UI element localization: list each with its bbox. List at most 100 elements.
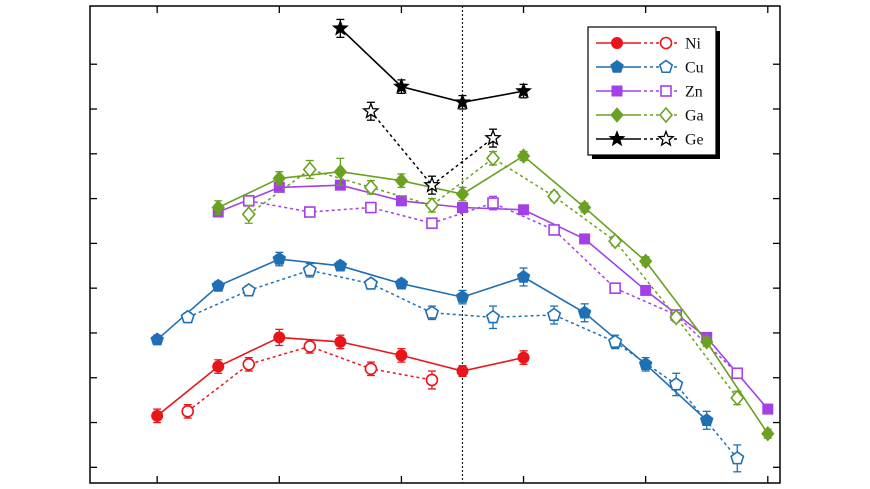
legend-ge-open-marker (657, 129, 675, 147)
series-zn-open-point-2 (365, 201, 377, 214)
legend-item-cu: Cu (596, 60, 704, 77)
series-cu-open-point-3 (363, 276, 379, 290)
series-cu-solid-point-1 (211, 278, 225, 292)
legend-ge-solid-marker (608, 130, 626, 147)
series-ga-open-point-5 (547, 188, 562, 205)
series-ga-open-point-1 (302, 161, 317, 178)
series-zn-open-point-5 (548, 224, 560, 236)
legend-cu-open-marker (658, 59, 674, 74)
series-ni-solid-point-5 (456, 365, 469, 378)
series-ga-solid-point-3 (394, 172, 409, 189)
legend-zn-open-marker (660, 85, 672, 97)
legend-ge-label: Ge (685, 132, 704, 149)
plot-frame (89, 5, 781, 484)
series-ni-open-point-3 (364, 362, 378, 376)
series-cu-open-point-8 (669, 376, 684, 391)
legend-ga-open-marker (658, 106, 674, 124)
series-ga-open-point-3 (424, 197, 440, 214)
legend-item-zn: Zn (596, 84, 703, 101)
legend-ni-solid-marker (611, 37, 623, 49)
series-ga-open-point-0 (241, 206, 256, 223)
series-ni-open-point-1 (242, 358, 256, 371)
legend-item-ni: Ni (596, 36, 702, 53)
series-zn-open-point-1 (304, 206, 316, 218)
series-zn-solid-line (217, 184, 769, 410)
series-ge-solid-point-1 (392, 77, 410, 94)
series-cu-solid-point-8 (638, 357, 653, 371)
series-ge-solid-point-2 (454, 93, 471, 110)
series-ga-solid-point-8 (700, 334, 714, 350)
series-cu-solid-point-4 (394, 276, 409, 290)
series-ni-solid-point-6 (517, 351, 530, 364)
series-cu-solid-point-7 (577, 305, 592, 319)
series-ge-solid-line (339, 27, 524, 104)
legend-cu-solid-marker (610, 59, 624, 73)
legend: Ni Cu Zn Ga Ge (587, 26, 720, 159)
series-zn-solid-point-3 (395, 195, 407, 207)
series-ni-solid-point-4 (395, 349, 408, 362)
legend-ni-open-marker (659, 36, 673, 50)
series-cu-solid-point-0 (150, 332, 164, 346)
series-cu-open-point-7 (608, 334, 623, 348)
series-ni-open-point-0 (181, 405, 194, 418)
legend-ga-label: Ga (685, 108, 704, 125)
series-cu-open-point-1 (241, 282, 256, 297)
series-ni-open-point-4 (425, 373, 439, 387)
series-cu-open-point-6 (546, 307, 562, 322)
series-ga-open-point-6 (608, 232, 623, 250)
series-cu-solid-point-9 (699, 413, 714, 427)
series-zn-dashed-line (248, 200, 738, 374)
series-cu-solid-point-6 (516, 269, 531, 283)
series-cu-open-point-9 (730, 450, 745, 465)
series-cu-open-point-0 (180, 309, 195, 324)
series-ga-open-point-7 (669, 309, 684, 326)
series-zn-solid-point-5 (518, 204, 530, 216)
legend-ni-label: Ni (685, 36, 702, 53)
series-cu-solid-line (156, 258, 708, 421)
series-ga-dashed-line (248, 157, 738, 399)
series-ga-solid-point-5 (516, 148, 531, 164)
series-zn (212, 179, 774, 415)
legend-ga-solid-marker (610, 107, 624, 123)
series-cu-solid-point-5 (455, 290, 470, 303)
legend-item-ga: Ga (596, 106, 704, 125)
series-zn-open-point-0 (242, 195, 255, 207)
series-ga-solid-point-4 (455, 186, 470, 202)
series-ga-solid-point-6 (577, 199, 592, 216)
series-ni-open-point-2 (303, 340, 317, 353)
series-zn-solid-point-7 (640, 284, 652, 296)
series-cu-open-point-4 (424, 305, 440, 319)
series-zn-open-point-8 (731, 367, 744, 380)
series-ni-solid-point-1 (212, 360, 225, 373)
legend-zn-solid-marker (611, 85, 623, 97)
legend-zn-label: Zn (685, 84, 703, 101)
series-ga-open-point-8 (730, 389, 745, 407)
series-zn-solid-point-6 (579, 233, 591, 245)
series-ni-solid-point-3 (334, 335, 347, 348)
series-zn-open-point-3 (426, 217, 438, 230)
series-cu-solid-point-2 (272, 251, 287, 265)
series-ga-open-point-4 (485, 150, 501, 167)
series-zn-open-point-6 (609, 282, 621, 294)
series-cu-solid-point-3 (333, 258, 348, 272)
series-ge-open-point-1 (423, 175, 441, 193)
series-ni-solid-point-0 (151, 409, 164, 422)
series-ge-open-point-2 (484, 128, 502, 146)
series-ga-solid-point-9 (761, 425, 775, 442)
series-ga-solid-point-0 (211, 199, 225, 216)
legend-item-ge: Ge (596, 129, 704, 149)
series-cu-open-point-2 (302, 262, 317, 277)
series-ge-open-point-0 (362, 101, 380, 119)
series-ni-dashed-line (187, 345, 433, 412)
series-zn-solid-point-4 (456, 202, 468, 214)
series-cu (150, 251, 745, 473)
series-ge-solid-point-3 (515, 82, 532, 99)
series-ga-solid-point-1 (272, 170, 286, 187)
series-cu-open-point-5 (485, 309, 501, 324)
series-zn-solid-point-9 (762, 403, 774, 415)
series-ni-solid-point-2 (273, 331, 286, 344)
series-ni (151, 328, 530, 424)
series-ge-solid-point-0 (331, 19, 349, 36)
